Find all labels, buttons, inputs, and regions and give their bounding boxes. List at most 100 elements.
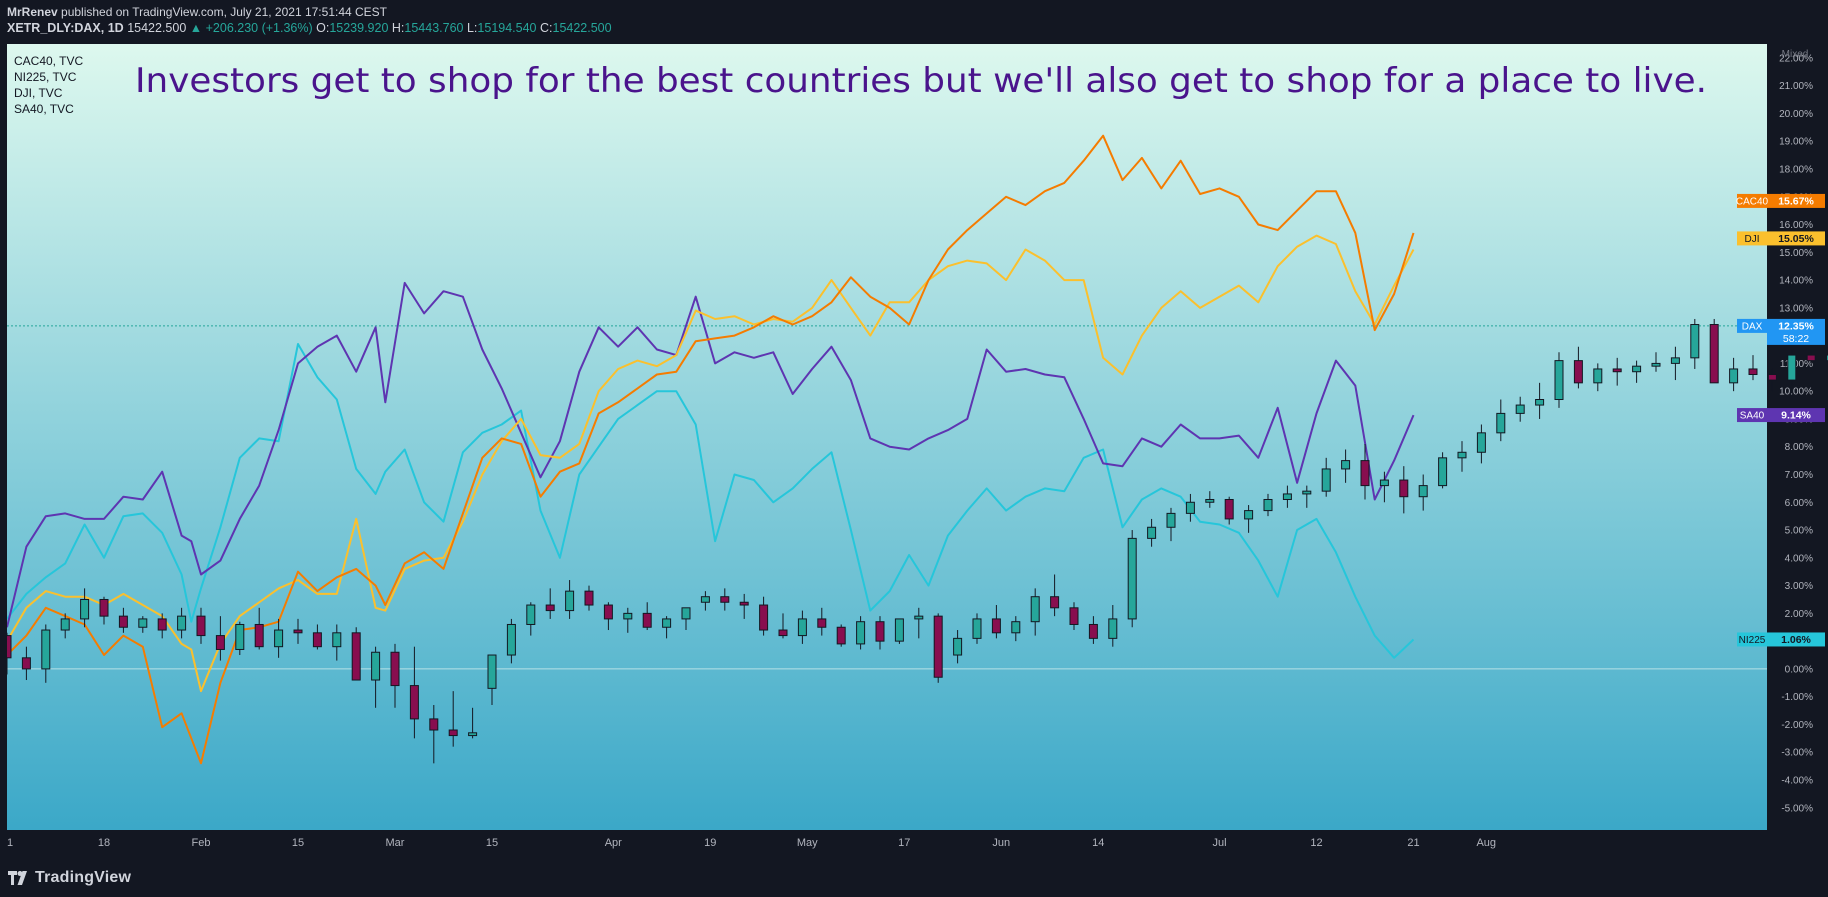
- candle-body: [565, 590, 575, 612]
- y-tick-label: 5.00%: [1785, 526, 1813, 537]
- dax-candle: [1069, 602, 1079, 631]
- dax-candle: [1399, 466, 1409, 514]
- y-tick-label: 11.00%: [1780, 359, 1813, 370]
- candle-body: [662, 618, 672, 628]
- dax-candle: [1185, 493, 1195, 522]
- candle-body: [41, 629, 51, 670]
- y-tick-label: 18.00%: [1779, 164, 1813, 175]
- x-tick-label: 17: [898, 837, 910, 849]
- candle-body: [99, 598, 109, 617]
- legend-item-sa40[interactable]: SA40, TVC: [14, 102, 74, 116]
- candle-body: [1748, 368, 1758, 376]
- candle-body: [1030, 596, 1040, 623]
- candle-body: [856, 621, 866, 645]
- candle-body: [1147, 526, 1157, 539]
- y-tick-label: -2.00%: [1781, 720, 1813, 731]
- candle-body: [972, 618, 982, 639]
- candle-body: [1690, 324, 1700, 359]
- candle-body: [409, 685, 419, 720]
- price-label-tag: [1737, 193, 1767, 208]
- dax-candle: [1282, 485, 1292, 508]
- price-label-dji[interactable]: DJI 15.05%: [1737, 231, 1825, 246]
- x-tick-label: 18: [98, 837, 110, 849]
- candle-body: [1612, 368, 1622, 373]
- dax-candle: [856, 616, 866, 650]
- series-line-ni225: [6, 343, 1415, 659]
- candle-body: [138, 618, 148, 628]
- candle-body: [1205, 498, 1215, 503]
- dax-candle: [914, 607, 924, 639]
- tradingview-logo[interactable]: TradingView: [8, 869, 131, 887]
- legend-item-dji[interactable]: DJI, TVC: [14, 86, 63, 100]
- y-tick-label: 0.00%: [1785, 664, 1813, 675]
- price-axis[interactable]: [1767, 44, 1828, 830]
- dax-candle: [235, 621, 245, 656]
- dax-candle: [487, 654, 497, 706]
- candle-body: [817, 618, 827, 628]
- candle-body: [797, 618, 807, 637]
- y-tick-label: 4.00%: [1785, 553, 1813, 564]
- dax-candle: [1515, 396, 1525, 422]
- legend-item-cac40[interactable]: CAC40, TVC: [14, 54, 83, 68]
- dax-candle: [1612, 357, 1622, 386]
- time-axis[interactable]: [7, 830, 1828, 860]
- candle-body: [545, 604, 555, 612]
- dax-candle: [1554, 352, 1564, 408]
- dax-candle: [1709, 318, 1719, 384]
- candle-body: [2, 635, 12, 659]
- candle-body: [1826, 354, 1828, 362]
- candle-body: [215, 635, 225, 650]
- publisher-name[interactable]: MrRenev: [7, 5, 58, 19]
- candle-body: [1709, 324, 1719, 384]
- last-price: 15422.500: [127, 21, 187, 35]
- candle-body: [235, 623, 245, 650]
- dax-candle: [953, 630, 963, 664]
- dax-candle: [506, 618, 516, 664]
- publisher-line: MrRenev published on TradingView.com, Ju…: [7, 5, 387, 19]
- legend-item-ni225[interactable]: NI225, TVC: [14, 70, 77, 84]
- candle-body: [1244, 510, 1254, 520]
- price-label-cac40[interactable]: CAC40 15.67%: [1736, 193, 1825, 208]
- chart-frame[interactable]: -5.00%-4.00%-3.00%-2.00%-1.00%0.00%1.00%…: [1, 44, 1828, 860]
- price-label-sa40[interactable]: SA40 9.14%: [1737, 408, 1825, 423]
- dax-candle: [254, 607, 264, 650]
- dax-candle: [1321, 457, 1331, 497]
- dax-candle: [1341, 449, 1351, 483]
- high-value: 15443.760: [404, 21, 464, 35]
- candle-body: [80, 598, 90, 620]
- x-tick-label: Jun: [992, 837, 1010, 849]
- chart-annotation-text[interactable]: Investors get to shop for the best count…: [135, 61, 1707, 101]
- dax-candle: [1011, 616, 1021, 642]
- dax-candle: [1438, 452, 1448, 489]
- candle-body: [1418, 485, 1428, 498]
- dax-candle: [429, 705, 439, 764]
- dax-candle: [875, 616, 885, 650]
- dax-candle: [293, 618, 303, 644]
- dax-candle: [797, 610, 807, 644]
- dax-candle: [351, 627, 361, 681]
- candle-body: [1360, 460, 1370, 487]
- chart-svg[interactable]: -5.00%-4.00%-3.00%-2.00%-1.00%0.00%1.00%…: [1, 44, 1828, 860]
- dax-candle: [1826, 354, 1828, 362]
- candle-body: [1670, 357, 1680, 364]
- candle-body: [1729, 368, 1739, 384]
- candle-body: [1593, 368, 1603, 384]
- scale-mode-label[interactable]: Mixed: [1782, 49, 1809, 60]
- price-label-value: 12.35%: [1778, 320, 1814, 332]
- candle-body: [526, 604, 536, 625]
- dax-candle: [700, 591, 710, 611]
- x-tick-label: Feb: [192, 837, 211, 849]
- x-tick-label: 12: [1310, 837, 1322, 849]
- dax-candle: [545, 588, 555, 619]
- candle-body: [1011, 621, 1021, 634]
- price-label-dax[interactable]: DAX 12.35%58:22: [1737, 318, 1825, 345]
- price-label-ni225[interactable]: NI225 1.06%: [1737, 632, 1825, 647]
- candle-body: [836, 626, 846, 645]
- dax-candle: [836, 624, 846, 647]
- dax-candle: [274, 618, 284, 658]
- candle-body: [1185, 501, 1195, 514]
- candle-body: [177, 615, 187, 631]
- candle-body: [1535, 399, 1545, 406]
- candle-body: [1341, 460, 1351, 470]
- price-label-name: SA40: [1740, 411, 1765, 422]
